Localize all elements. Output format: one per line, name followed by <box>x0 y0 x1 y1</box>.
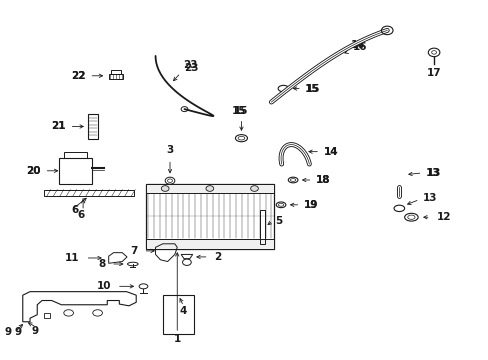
Text: 3: 3 <box>166 145 173 155</box>
Text: 9: 9 <box>4 327 12 337</box>
Bar <box>145 239 273 249</box>
Bar <box>44 190 134 196</box>
Text: 11: 11 <box>65 253 80 263</box>
Text: 22: 22 <box>71 71 85 81</box>
Text: 13: 13 <box>426 168 440 178</box>
Text: 1: 1 <box>173 334 181 344</box>
Text: 14: 14 <box>324 147 338 157</box>
Text: 6: 6 <box>71 205 79 215</box>
Text: 13: 13 <box>425 168 439 178</box>
Text: 15: 15 <box>234 106 248 116</box>
Text: 12: 12 <box>436 212 450 222</box>
Text: 23: 23 <box>183 60 198 70</box>
Bar <box>145 184 273 193</box>
Text: 19: 19 <box>304 200 318 210</box>
Text: 20: 20 <box>26 166 41 176</box>
Bar <box>63 152 87 158</box>
Bar <box>59 158 92 184</box>
Text: 16: 16 <box>350 40 365 50</box>
Text: 21: 21 <box>51 121 65 131</box>
Text: 7: 7 <box>130 246 138 256</box>
Text: 17: 17 <box>426 68 441 78</box>
Text: 9: 9 <box>14 327 21 337</box>
Circle shape <box>161 186 169 192</box>
Text: 4: 4 <box>180 306 187 316</box>
Text: 8: 8 <box>98 259 105 269</box>
Text: 18: 18 <box>316 175 330 185</box>
Text: 5: 5 <box>274 216 282 226</box>
Bar <box>88 114 98 139</box>
Text: 21: 21 <box>51 121 65 131</box>
Text: 6: 6 <box>77 211 84 220</box>
Text: 13: 13 <box>422 193 436 203</box>
Text: 10: 10 <box>97 281 111 291</box>
Text: 20: 20 <box>26 166 41 176</box>
Text: 15: 15 <box>305 84 320 94</box>
Text: 2: 2 <box>214 252 221 262</box>
Text: 9: 9 <box>31 327 39 336</box>
Text: 15: 15 <box>305 84 319 94</box>
Text: 23: 23 <box>184 63 199 73</box>
Text: 18: 18 <box>316 175 330 185</box>
Text: 14: 14 <box>323 147 338 157</box>
Text: 16: 16 <box>352 42 366 52</box>
Circle shape <box>205 186 213 192</box>
Bar <box>163 295 194 334</box>
Bar <box>260 210 264 244</box>
Text: 15: 15 <box>231 106 246 116</box>
Bar <box>44 313 50 318</box>
Circle shape <box>250 186 258 192</box>
Bar <box>145 184 273 249</box>
Bar <box>108 74 123 79</box>
Text: 19: 19 <box>304 200 318 210</box>
Text: 22: 22 <box>71 71 85 81</box>
Bar <box>110 70 121 74</box>
